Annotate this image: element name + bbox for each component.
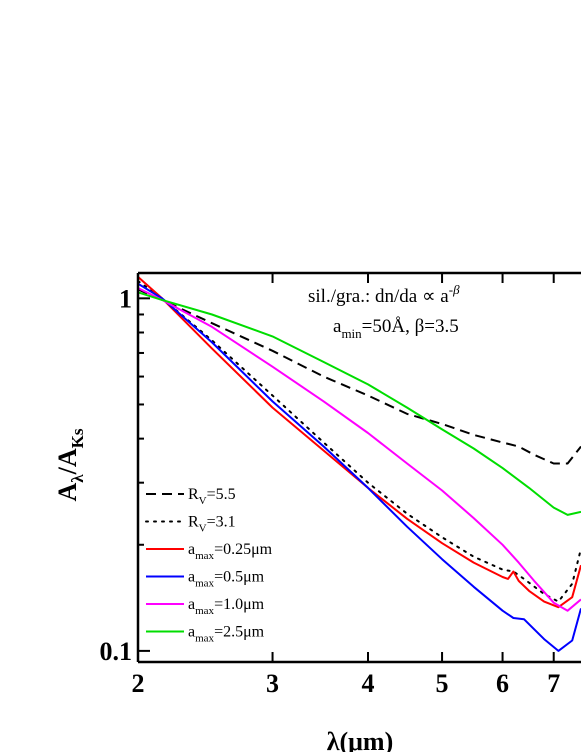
svg-text:amin=50Å, β=3.5: amin=50Å, β=3.5 bbox=[333, 316, 459, 341]
x-axis-label: λ(μm) bbox=[327, 727, 394, 752]
annotation-line2-sub: min bbox=[341, 326, 362, 341]
legend-label-rest-5: =2.5μm bbox=[214, 624, 265, 641]
legend-label-main-0: R bbox=[188, 486, 199, 503]
legend-label-sub-4: max bbox=[195, 605, 214, 617]
y-axis-label-sub1: λ bbox=[68, 474, 87, 483]
legend-label-rest-0: =5.5 bbox=[207, 486, 236, 503]
legend-label-3: amax=0.5μm bbox=[188, 569, 265, 590]
legend-label-main-4: a bbox=[188, 596, 195, 613]
legend-label-0: RV=5.5 bbox=[188, 486, 236, 507]
x-tick-label-3: 5 bbox=[436, 669, 449, 698]
y-axis-label-main: A bbox=[53, 482, 82, 501]
y-axis-label: Aλ/AKs bbox=[53, 428, 87, 501]
series-line-4 bbox=[138, 287, 581, 612]
series-line-0 bbox=[138, 288, 581, 465]
y-axis-label-slash: /A bbox=[53, 448, 82, 475]
y-axis-label-sub2: Ks bbox=[68, 428, 87, 448]
annotation-exponent: -β bbox=[449, 282, 460, 297]
legend-label-sub-5: max bbox=[195, 633, 214, 645]
legend-label-rest-3: =0.5μm bbox=[214, 569, 265, 586]
annotation: sil./gra.: dn/da ∝ a-β amin=50Å, β=3.5 bbox=[308, 282, 460, 341]
legend: RV=5.5RV=3.1amax=0.25μmamax=0.5μmamax=1.… bbox=[145, 486, 273, 645]
series-line-2 bbox=[138, 276, 581, 609]
annotation-line2-rest: =50Å, β=3.5 bbox=[362, 316, 459, 337]
legend-label-sub-0: V bbox=[199, 495, 207, 507]
legend-label-1: RV=3.1 bbox=[188, 514, 236, 535]
y-tick-label-0: 1 bbox=[119, 284, 132, 313]
legend-label-4: amax=1.0μm bbox=[188, 596, 265, 617]
annotation-line2-a: a bbox=[333, 316, 342, 337]
svg-text:sil./gra.: dn/da ∝ a-β: sil./gra.: dn/da ∝ a-β bbox=[308, 282, 460, 307]
legend-label-sub-1: V bbox=[199, 523, 207, 535]
legend-label-main-2: a bbox=[188, 541, 195, 558]
legend-label-sub-3: max bbox=[195, 578, 214, 590]
legend-label-sub-2: max bbox=[195, 550, 214, 562]
y-tick-label-1: 0.1 bbox=[100, 637, 133, 666]
x-tick-label-2: 4 bbox=[362, 669, 375, 698]
legend-label-main-1: R bbox=[188, 514, 199, 531]
legend-label-main-3: a bbox=[188, 569, 195, 586]
legend-label-main-5: a bbox=[188, 624, 195, 641]
series-layer bbox=[138, 276, 581, 652]
series-line-3 bbox=[138, 282, 581, 652]
x-tick-label-0: 2 bbox=[132, 669, 145, 698]
legend-label-5: amax=2.5μm bbox=[188, 624, 265, 645]
legend-label-rest-1: =3.1 bbox=[207, 514, 236, 531]
legend-label-rest-4: =1.0μm bbox=[214, 596, 265, 613]
series-line-1 bbox=[138, 280, 581, 603]
annotation-line1: sil./gra.: dn/da ∝ a bbox=[308, 286, 449, 307]
series-line-5 bbox=[138, 291, 581, 516]
axes-layer: 2 3 4 5 6 7 1 0.1 bbox=[100, 271, 581, 698]
x-tick-label-1: 3 bbox=[266, 669, 279, 698]
legend-label-2: amax=0.25μm bbox=[188, 541, 273, 562]
x-tick-label-5: 7 bbox=[547, 669, 560, 698]
x-tick-label-4: 6 bbox=[496, 669, 509, 698]
legend-label-rest-2: =0.25μm bbox=[214, 541, 273, 558]
